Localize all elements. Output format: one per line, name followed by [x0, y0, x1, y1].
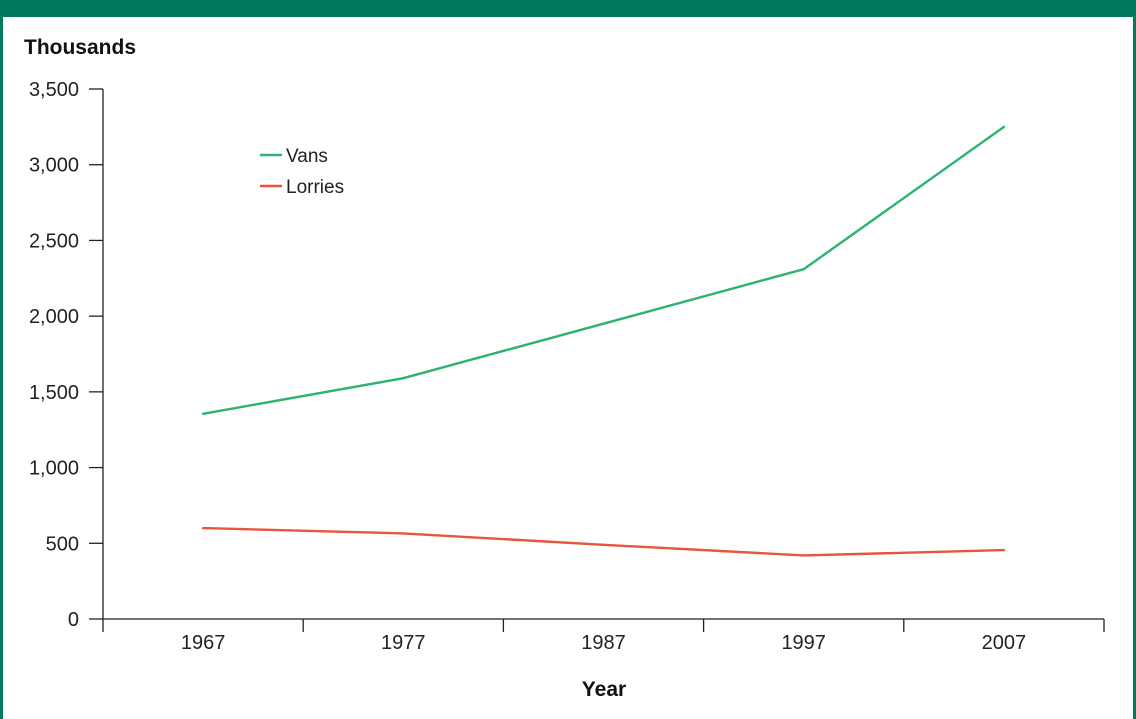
data-point-vans-1967 [201, 412, 205, 416]
data-point-lorries-1977 [402, 532, 405, 535]
frame-right-border [1133, 0, 1136, 719]
y-tick-label-3500: 3,500 [29, 79, 79, 101]
data-point-lorries-2007 [1002, 548, 1006, 552]
series-line-vans [202, 125, 1005, 415]
series-line-lorries [203, 526, 1004, 557]
y-tick-label-500: 500 [46, 533, 79, 555]
data-point-vans-1987 [602, 322, 605, 325]
x-tick-label-1997: 1997 [781, 632, 826, 654]
data-point-vans-1977 [402, 377, 405, 380]
data-point-lorries-1987 [602, 543, 605, 546]
data-point-lorries-1997 [802, 554, 805, 557]
legend-label-lorries: Lorries [286, 177, 344, 198]
x-axis-title: Year [581, 678, 627, 701]
y-tick-label-3000: 3,000 [29, 155, 79, 177]
legend-label-vans: Vans [286, 146, 328, 167]
y-axis-unit-label: Thousands [24, 36, 137, 59]
x-tick-label-1967: 1967 [181, 632, 226, 654]
header-bar [0, 0, 1136, 17]
data-point-vans-1997 [802, 268, 805, 271]
x-tick-label-1977: 1977 [381, 632, 426, 654]
frame-left-border [0, 0, 3, 719]
y-tick-label-1500: 1,500 [29, 382, 79, 404]
y-tick-label-0: 0 [68, 609, 79, 631]
data-point-lorries-1967 [201, 526, 205, 530]
y-tick-label-1000: 1,000 [29, 458, 79, 480]
x-tick-label-2007: 2007 [982, 632, 1027, 654]
y-tick-label-2000: 2,000 [29, 306, 79, 328]
y-tick-label-2500: 2,500 [29, 230, 79, 252]
data-point-vans-2007 [1002, 125, 1006, 129]
x-tick-label-1987: 1987 [581, 632, 626, 654]
